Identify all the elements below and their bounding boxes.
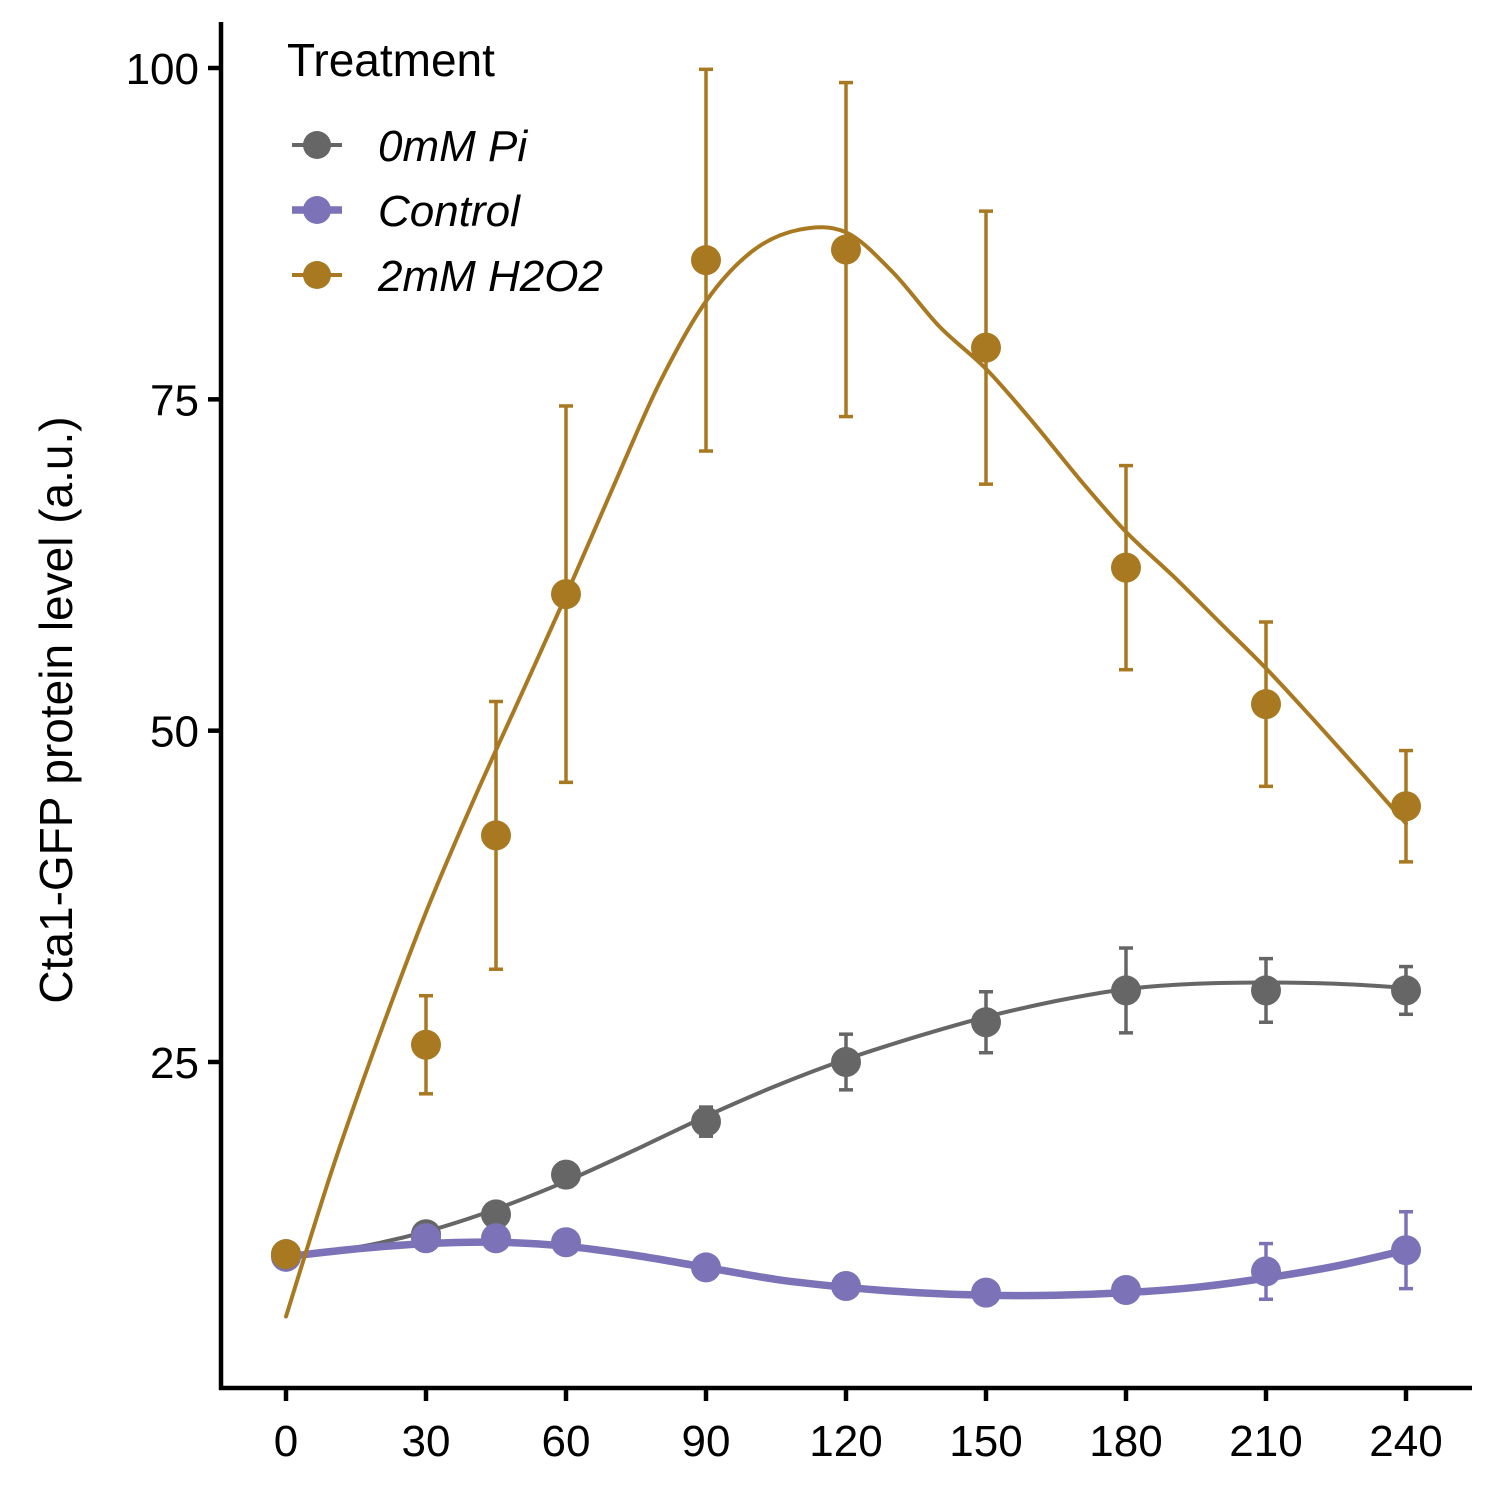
data-point	[481, 1199, 511, 1230]
legend-entry: 2mM H2O2	[292, 252, 603, 301]
y-tick-label: 100	[126, 45, 199, 94]
legend-key-point	[303, 196, 331, 224]
x-ticks: 0 30 60 90 120 150 180 210 240	[274, 1388, 1443, 1466]
series-0	[271, 946, 1421, 1270]
legend-entry: 0mM Pi	[292, 122, 528, 171]
legend-label: 2mM H2O2	[377, 252, 603, 301]
data-point	[691, 245, 721, 276]
y-ticks: 25 50 75 100	[126, 45, 221, 1088]
series-1	[271, 1210, 1421, 1308]
y-tick-label: 50	[150, 708, 199, 757]
data-point	[831, 1047, 861, 1077]
x-tick-label: 180	[1089, 1417, 1162, 1466]
data-point	[1251, 1256, 1281, 1287]
data-point	[691, 1252, 721, 1283]
data-point	[481, 820, 511, 851]
data-point	[1251, 689, 1281, 720]
x-tick-label: 210	[1229, 1417, 1302, 1466]
data-point	[551, 1159, 581, 1190]
data-point	[691, 1106, 721, 1137]
series-line	[284, 225, 1408, 1319]
y-tick-label: 25	[150, 1039, 199, 1088]
data-point	[551, 1227, 581, 1258]
x-tick-label: 90	[682, 1417, 731, 1466]
data-point	[1111, 1274, 1141, 1305]
series-2	[271, 67, 1421, 1319]
data-point	[971, 332, 1001, 363]
data-point	[411, 1029, 441, 1060]
legend-entries: 0mM Pi Control 2mM H2O2	[292, 122, 603, 301]
legend: Treatment 0mM Pi Control 2mM H2O2	[287, 34, 603, 301]
data-point	[271, 1239, 301, 1270]
data-point	[1391, 1235, 1421, 1266]
data-point	[971, 1277, 1001, 1308]
y-axis-title: Cta1-GFP protein level (a.u.)	[30, 416, 82, 1003]
data-point	[1391, 791, 1421, 822]
data-point	[551, 579, 581, 610]
data-point	[971, 1007, 1001, 1038]
data-point	[1111, 975, 1141, 1006]
legend-label: Control	[378, 187, 521, 236]
data-point	[1111, 552, 1141, 583]
x-tick-label: 120	[809, 1417, 882, 1466]
legend-title: Treatment	[287, 34, 495, 86]
data-point	[1251, 975, 1281, 1006]
legend-label: 0mM Pi	[378, 122, 528, 171]
y-tick-label: 75	[150, 376, 199, 425]
data-point	[411, 1223, 441, 1254]
x-tick-label: 60	[542, 1417, 591, 1466]
x-tick-label: 240	[1369, 1417, 1442, 1466]
data-point	[481, 1223, 511, 1254]
axes: 25 50 75 100 0 30 60 90 120 150 180 210 240	[126, 22, 1472, 1466]
legend-key-point	[303, 261, 331, 289]
x-tick-label: 150	[949, 1417, 1022, 1466]
data-point	[831, 1270, 861, 1301]
x-tick-label: 30	[402, 1417, 451, 1466]
plot-area	[271, 67, 1421, 1319]
legend-entry: Control	[292, 187, 521, 236]
legend-key-point	[303, 131, 331, 159]
series-line	[284, 980, 1408, 1259]
data-point	[831, 234, 861, 265]
x-tick-label: 0	[274, 1417, 298, 1466]
data-point	[1391, 975, 1421, 1006]
